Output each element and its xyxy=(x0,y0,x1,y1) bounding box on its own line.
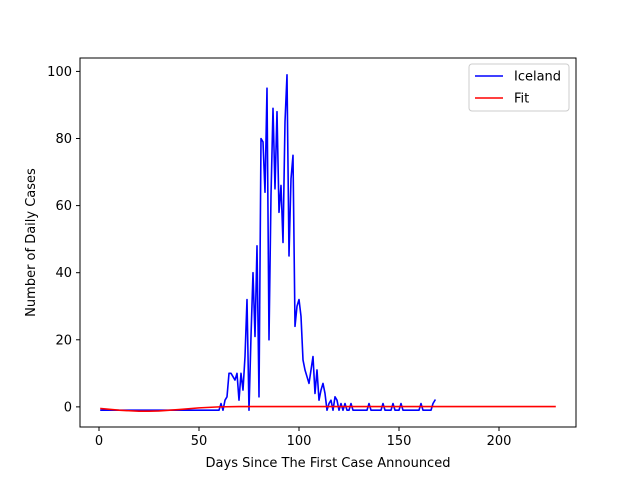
y-tick-label: 40 xyxy=(55,266,72,281)
y-tick-label: 100 xyxy=(47,65,72,80)
y-tick-label: 60 xyxy=(55,199,72,214)
series-line-1 xyxy=(100,73,437,412)
axes-frame xyxy=(79,57,577,428)
x-axis-label: Days Since The First Case Announced xyxy=(206,456,451,471)
x-tick-label: 100 xyxy=(287,434,312,449)
legend-label-2: Fit xyxy=(514,92,529,107)
x-tick-label: 0 xyxy=(95,434,103,449)
y-axis-label: Number of Daily Cases xyxy=(24,168,39,317)
series-layer xyxy=(100,73,556,413)
y-tick-label: 0 xyxy=(64,400,72,415)
y-tick-label: 80 xyxy=(55,132,72,147)
legend: Iceland Fit xyxy=(468,63,570,112)
x-tick-label: 150 xyxy=(387,434,412,449)
plot-area xyxy=(80,58,576,427)
series-line-2 xyxy=(100,405,556,413)
tick-layer: 0 50 100 150 200 0 20 40 60 80 100 xyxy=(47,65,511,449)
x-tick-label: 200 xyxy=(487,434,512,449)
y-tick-label: 20 xyxy=(55,333,72,348)
legend-label-1: Iceland xyxy=(514,70,561,85)
x-tick-label: 50 xyxy=(191,434,208,449)
